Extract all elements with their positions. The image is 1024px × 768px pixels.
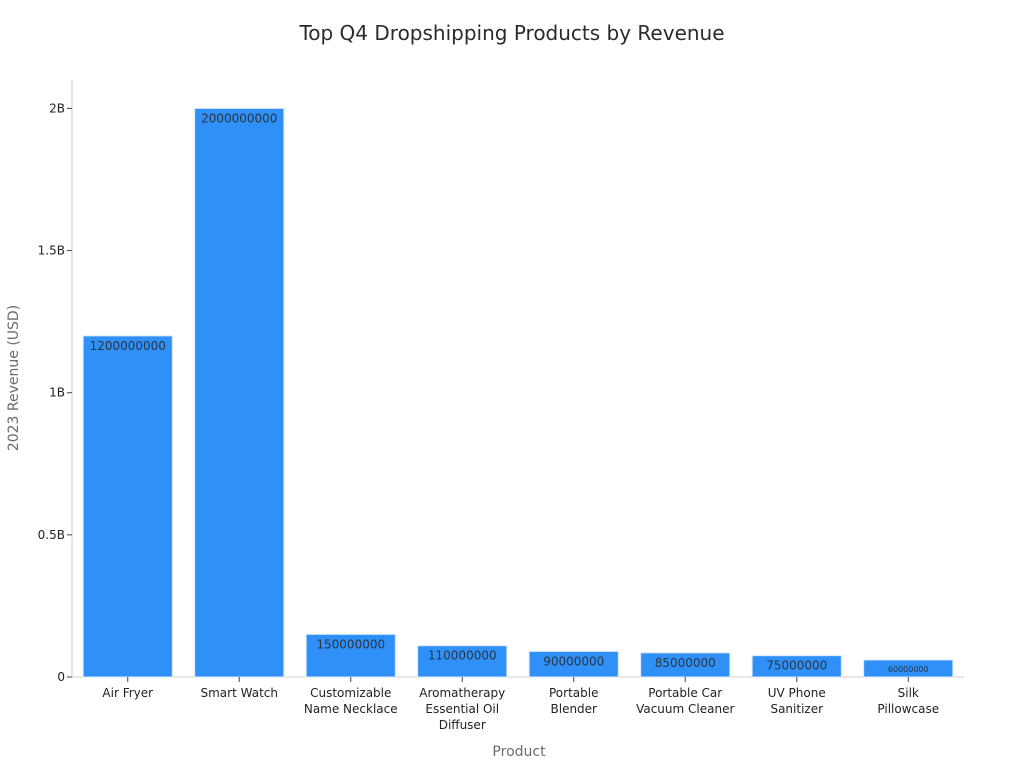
y-tick-label: 2B xyxy=(49,101,65,115)
y-tick-label: 1B xyxy=(49,386,65,400)
x-tick-label-line: Vacuum Cleaner xyxy=(636,702,734,716)
y-tick-label: 1.5B xyxy=(38,244,65,258)
bar xyxy=(194,107,285,678)
y-tick-label: 0 xyxy=(57,670,65,684)
bar-value-label: 110000000 xyxy=(428,649,497,663)
chart-title: Top Q4 Dropshipping Products by Revenue xyxy=(298,21,724,45)
x-tick-label-line: UV Phone xyxy=(768,686,826,700)
x-tick-label-line: Sanitizer xyxy=(770,702,823,716)
x-tick-label-line: Name Necklace xyxy=(304,702,398,716)
x-tick-label: Aromatherapy Essential Oil Diffuser xyxy=(419,686,505,732)
x-axis-ticks: Air Fryer Smart Watch Customizable Name Nec… xyxy=(102,677,939,732)
bar-value-label: 150000000 xyxy=(316,637,385,651)
bar-value-label: 75000000 xyxy=(766,659,827,673)
x-tick-label-line: Diffuser xyxy=(439,718,486,732)
x-tick-label: Silk Pillowcase xyxy=(877,686,939,716)
bar-value-label: 2000000000 xyxy=(201,111,277,125)
bar xyxy=(82,335,173,678)
y-axis-ticks: 0 0.5B 1B 1.5B 2B xyxy=(38,101,72,684)
x-tick-label-line: Air Fryer xyxy=(102,686,153,700)
x-tick-label-line: Essential Oil xyxy=(425,702,499,716)
x-tick-label: UV Phone Sanitizer xyxy=(768,686,826,716)
x-tick-label-line: Aromatherapy xyxy=(419,686,505,700)
bar xyxy=(417,645,508,678)
x-tick-label: Portable Blender xyxy=(549,686,598,716)
x-tick-label-line: Smart Watch xyxy=(201,686,278,700)
y-axis-title: 2023 Revenue (USD) xyxy=(6,305,22,451)
x-tick-label-line: Portable xyxy=(549,686,598,700)
bar-value-label: 1200000000 xyxy=(90,339,166,353)
bar-value-label: 60000000 xyxy=(888,665,929,674)
bar xyxy=(528,650,619,678)
x-tick-label: Smart Watch xyxy=(201,686,278,700)
x-tick-label: Customizable Name Necklace xyxy=(304,686,398,716)
x-tick-label: Air Fryer xyxy=(102,686,153,700)
bars-group: 1200000000 2000000000 150000000 110000000 90… xyxy=(82,107,954,678)
bar-value-label: 85000000 xyxy=(655,656,716,670)
y-tick-label: 0.5B xyxy=(38,528,65,542)
x-tick-label-line: Blender xyxy=(551,702,598,716)
x-tick-label-line: Customizable xyxy=(310,686,391,700)
x-tick-label: Portable Car Vacuum Cleaner xyxy=(636,686,734,716)
x-axis-title: Product xyxy=(492,744,546,760)
x-tick-label-line: Pillowcase xyxy=(877,702,939,716)
x-tick-label-line: Portable Car xyxy=(648,686,722,700)
x-tick-label-line: Silk xyxy=(898,686,919,700)
bar-value-label: 90000000 xyxy=(543,654,604,668)
